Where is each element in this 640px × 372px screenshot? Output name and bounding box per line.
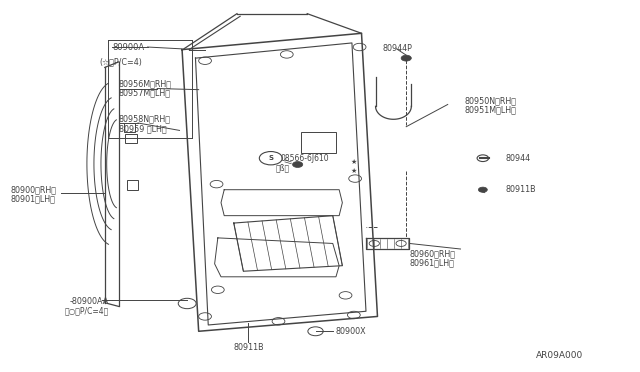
Text: 08566-6J610: 08566-6J610	[280, 154, 329, 163]
Text: S: S	[268, 155, 273, 161]
Text: 80959 （LH）: 80959 （LH）	[119, 124, 166, 133]
Text: (☆印P/C=4): (☆印P/C=4)	[100, 57, 143, 66]
Text: 80958N（RH）: 80958N（RH）	[119, 115, 171, 124]
Text: -80900AA: -80900AA	[70, 297, 109, 306]
Text: 80951M（LH）: 80951M（LH）	[465, 106, 516, 115]
Bar	[125, 134, 137, 143]
Text: 80901（LH）: 80901（LH）	[10, 195, 55, 203]
Bar	[127, 180, 138, 190]
Text: （○印P/C=4）: （○印P/C=4）	[65, 307, 109, 315]
Circle shape	[401, 55, 412, 61]
Text: 80944P: 80944P	[383, 44, 412, 53]
Circle shape	[292, 161, 303, 167]
Text: ★: ★	[351, 168, 357, 174]
Text: 80900A: 80900A	[113, 42, 145, 51]
Text: 80944: 80944	[505, 154, 531, 163]
Text: 80961（LH）: 80961（LH）	[410, 258, 454, 267]
Text: 80960（RH）: 80960（RH）	[410, 249, 456, 258]
Text: 80957M（LH）: 80957M（LH）	[119, 89, 171, 98]
Text: 80911B: 80911B	[505, 185, 536, 194]
Text: ★: ★	[351, 159, 357, 165]
Text: （ß）: （ß）	[275, 164, 289, 173]
Text: 80900X: 80900X	[336, 327, 367, 336]
Circle shape	[478, 187, 487, 192]
Bar	[124, 123, 136, 132]
Text: 80956M（RH）: 80956M（RH）	[119, 80, 172, 89]
Bar	[301, 132, 336, 153]
Text: 80900（RH）: 80900（RH）	[10, 185, 56, 194]
Text: 80911B: 80911B	[233, 343, 264, 352]
Text: AR09A000: AR09A000	[536, 351, 583, 360]
Text: 80950N（RH）: 80950N（RH）	[465, 96, 516, 105]
